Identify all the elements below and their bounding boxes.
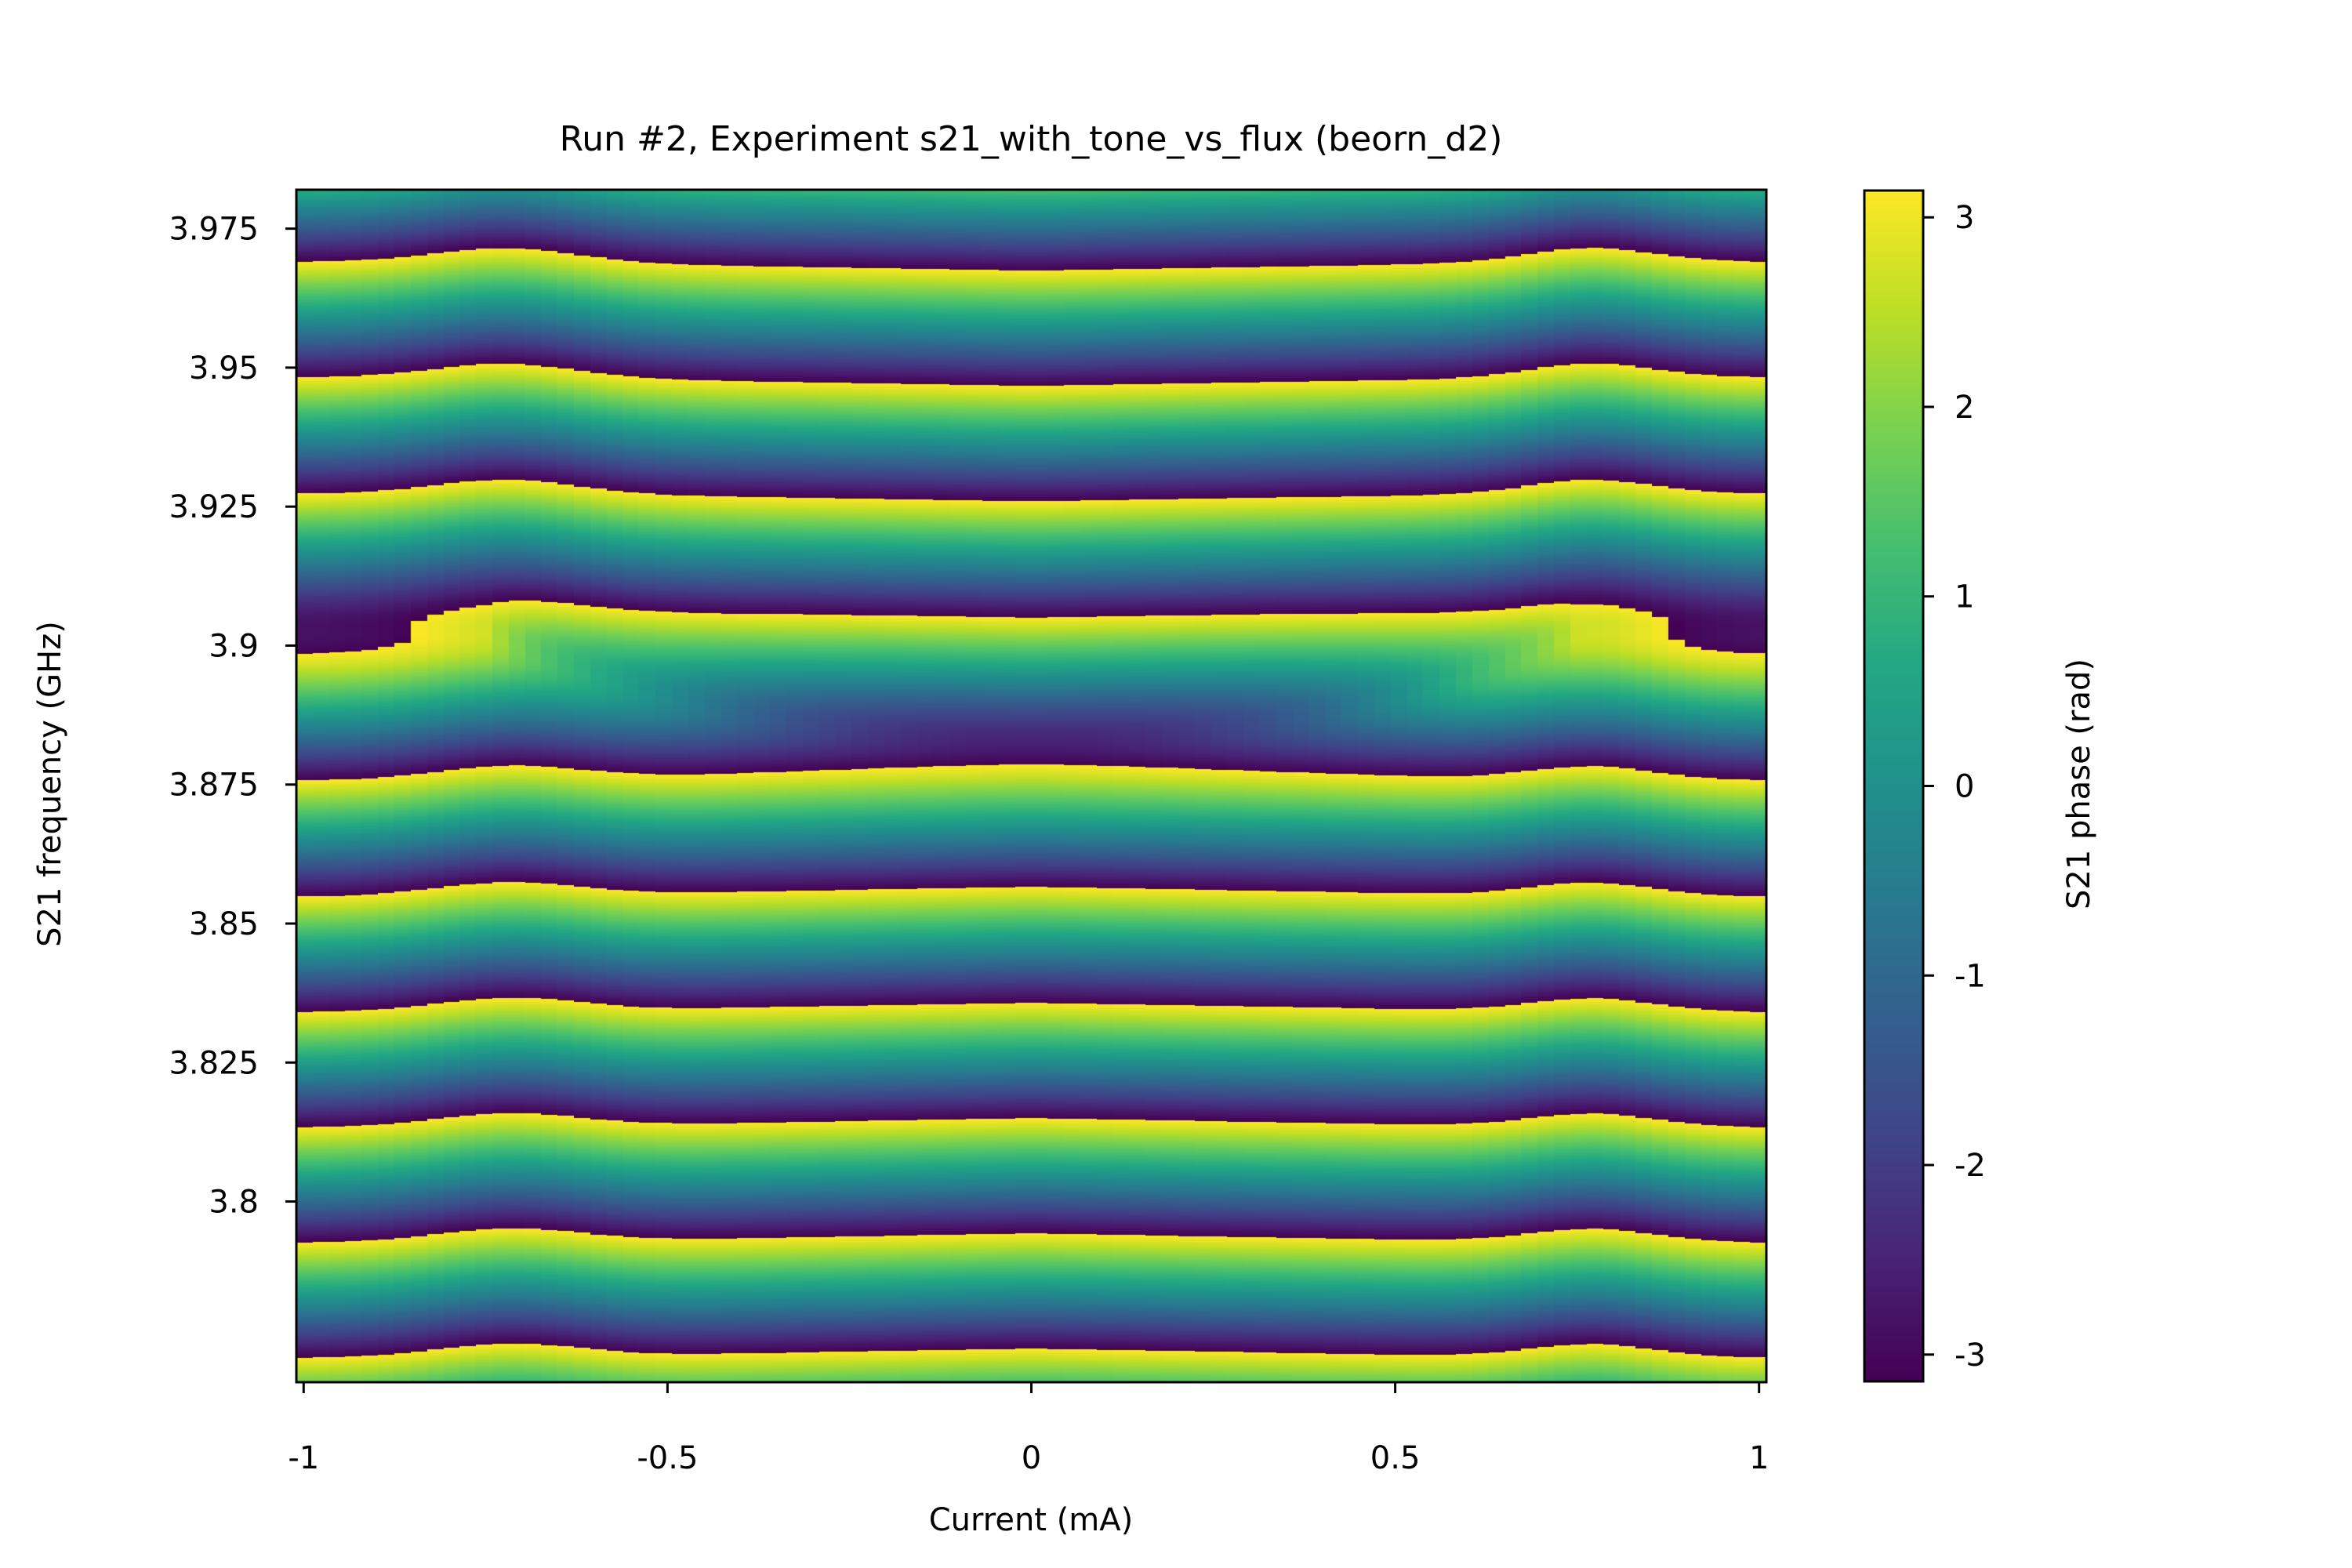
- y-axis-label: S21 frequency (GHz): [32, 621, 68, 947]
- colorbar-tick-label: 3: [1955, 200, 1974, 236]
- colorbar-frame: [1863, 189, 1925, 1383]
- y-tick-label: 3.825: [169, 1045, 259, 1081]
- y-tick-label: 3.8: [209, 1185, 259, 1221]
- y-tick-label: 3.925: [169, 489, 259, 525]
- plot-frame: [295, 188, 1768, 1384]
- heatmap-image: [296, 190, 1766, 1382]
- x-tick-label: 0: [1022, 1440, 1041, 1476]
- x-tick-label: 1: [1749, 1440, 1769, 1476]
- colorbar-label: S21 phase (rad): [2061, 659, 2097, 909]
- colorbar-gradient: [1864, 191, 1923, 1381]
- y-tick-label: 3.875: [169, 768, 259, 804]
- y-tick-label: 3.9: [209, 628, 259, 664]
- y-tick-label: 3.975: [169, 212, 259, 248]
- colorbar-tick-label: -1: [1955, 958, 1986, 994]
- x-tick-label: -1: [288, 1440, 319, 1476]
- y-tick-label: 3.85: [189, 906, 259, 942]
- colorbar-tick-label: 0: [1955, 769, 1974, 805]
- y-axis-ticks: 3.8 3.825 3.85 3.875 3.9 3.925 3.95 3.975: [169, 212, 296, 1221]
- x-tick-label: 0.5: [1370, 1440, 1421, 1476]
- colorbar-tick-label: 1: [1955, 579, 1974, 615]
- x-axis-ticks: -1 -0.5 0 0.5 1: [288, 1382, 1769, 1476]
- y-tick-label: 3.95: [189, 350, 259, 387]
- colorbar-tick-label: -3: [1955, 1338, 1986, 1374]
- x-tick-label: -0.5: [637, 1440, 698, 1476]
- chart-title: Run #2, Experiment s21_with_tone_vs_flux…: [560, 119, 1503, 159]
- colorbar-tick-label: -2: [1955, 1148, 1986, 1184]
- x-axis-label: Current (mA): [929, 1502, 1134, 1538]
- colorbar-tick-label: 2: [1955, 390, 1974, 426]
- colorbar-ticks: -3 -2 -1 0 1 2 3: [1923, 200, 1986, 1374]
